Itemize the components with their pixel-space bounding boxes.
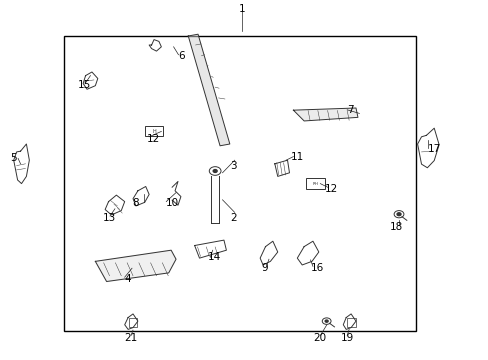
Text: 1: 1 — [238, 4, 245, 14]
Circle shape — [213, 170, 217, 172]
Bar — [145, 126, 163, 136]
Text: 8: 8 — [132, 198, 139, 208]
Text: 17: 17 — [427, 144, 440, 154]
Text: 16: 16 — [310, 263, 323, 273]
Text: 4: 4 — [124, 274, 131, 284]
Polygon shape — [293, 108, 357, 121]
Text: 7: 7 — [346, 105, 353, 115]
Text: 15: 15 — [78, 80, 91, 90]
Text: 21: 21 — [124, 333, 138, 343]
Text: 2: 2 — [229, 213, 236, 223]
Text: 12: 12 — [146, 134, 160, 144]
Text: 6: 6 — [178, 51, 185, 61]
Polygon shape — [188, 34, 229, 146]
Circle shape — [396, 213, 400, 216]
Bar — [63, 36, 415, 331]
Text: H: H — [152, 129, 156, 134]
Text: 14: 14 — [207, 252, 221, 262]
Text: 12: 12 — [325, 184, 338, 194]
Text: RH: RH — [312, 181, 318, 186]
Bar — [305, 178, 325, 189]
Text: 10: 10 — [166, 198, 179, 208]
Text: 18: 18 — [388, 222, 402, 232]
Text: 11: 11 — [290, 152, 304, 162]
Text: 13: 13 — [102, 213, 116, 223]
Polygon shape — [95, 250, 176, 282]
Text: 9: 9 — [261, 263, 268, 273]
Circle shape — [325, 320, 327, 322]
Text: 19: 19 — [340, 333, 353, 343]
Text: 20: 20 — [313, 333, 326, 343]
Text: 5: 5 — [10, 153, 17, 163]
Bar — [128, 318, 137, 327]
Bar — [346, 318, 355, 327]
Text: 3: 3 — [229, 161, 236, 171]
